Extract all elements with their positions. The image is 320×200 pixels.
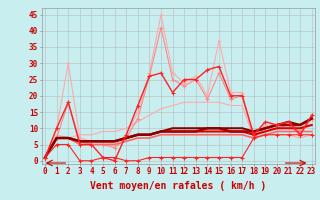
X-axis label: Vent moyen/en rafales ( km/h ): Vent moyen/en rafales ( km/h ) — [90, 181, 267, 191]
